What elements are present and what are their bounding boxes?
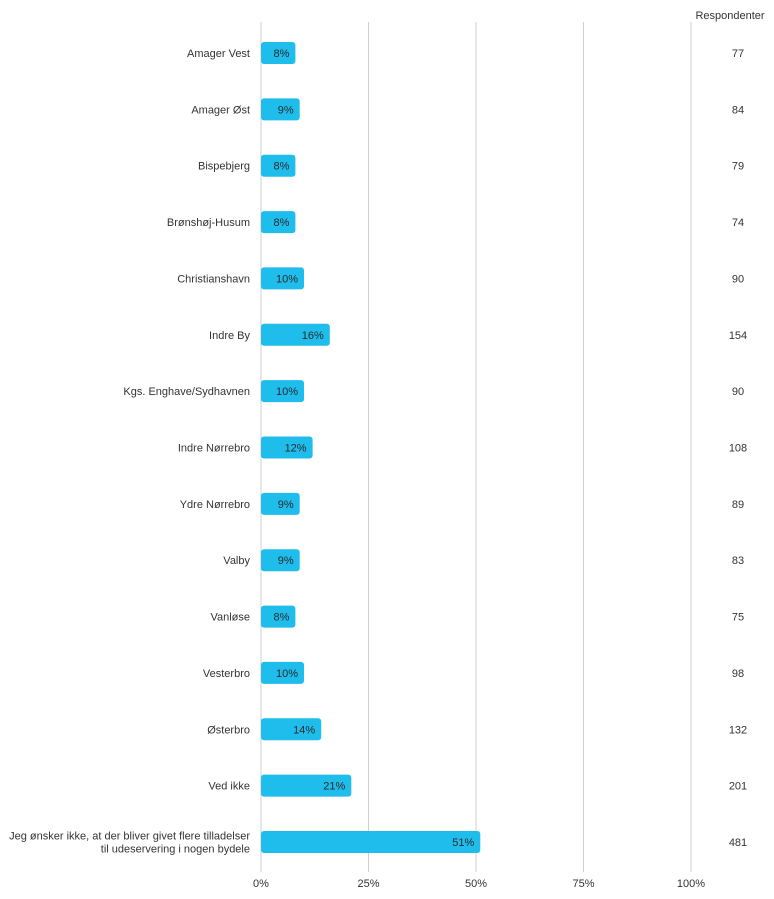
respondent-count: 75 bbox=[732, 612, 744, 624]
bar-value-label: 8% bbox=[273, 161, 289, 173]
bar-value-label: 51% bbox=[452, 837, 474, 849]
bar bbox=[261, 831, 481, 853]
bar bbox=[261, 98, 300, 121]
category-label: Jeg ønsker ikke, at der bliver givet fle… bbox=[9, 831, 250, 856]
respondent-count: 201 bbox=[729, 781, 747, 793]
category-label-line: Jeg ønsker ikke, at der bliver givet fle… bbox=[9, 831, 250, 843]
respondent-count: 98 bbox=[732, 668, 744, 680]
respondent-count: 89 bbox=[732, 499, 744, 511]
bar bbox=[261, 323, 330, 346]
bar-value-label: 9% bbox=[278, 104, 294, 116]
category-label: Ydre Nørrebro bbox=[180, 499, 250, 511]
category-label: Indre Nørrebro bbox=[178, 443, 250, 455]
respondent-count: 154 bbox=[729, 330, 747, 342]
bar-value-label: 8% bbox=[273, 612, 289, 624]
category-label: Brønshøj-Husum bbox=[167, 217, 250, 229]
x-tick-label: 50% bbox=[465, 878, 487, 890]
bar bbox=[261, 661, 304, 684]
category-label: Østerbro bbox=[207, 724, 250, 736]
category-label: Valby bbox=[223, 555, 250, 567]
category-label: Ved ikke bbox=[208, 781, 250, 793]
bar-value-label: 8% bbox=[273, 48, 289, 60]
respondent-count: 90 bbox=[732, 386, 744, 398]
bar-value-label: 21% bbox=[323, 781, 345, 793]
category-label-line: til udeservering i nogen bydele bbox=[101, 844, 250, 856]
category-label: Bispebjerg bbox=[198, 161, 250, 173]
respondents-column-header: Respondenter bbox=[695, 10, 765, 22]
category-label: Christianshavn bbox=[177, 273, 250, 285]
x-tick-label: 25% bbox=[357, 878, 379, 890]
respondent-count: 132 bbox=[729, 724, 747, 736]
bar bbox=[261, 605, 296, 628]
respondent-count: 90 bbox=[732, 273, 744, 285]
respondent-count: 481 bbox=[729, 837, 747, 849]
bar-value-label: 12% bbox=[285, 443, 307, 455]
respondent-count: 84 bbox=[732, 104, 744, 116]
bar bbox=[261, 774, 352, 797]
bar bbox=[261, 549, 300, 572]
bar-value-label: 10% bbox=[276, 386, 298, 398]
x-tick-label: 100% bbox=[677, 878, 705, 890]
bar bbox=[261, 154, 296, 177]
bar-value-label: 10% bbox=[276, 668, 298, 680]
bar-value-label: 8% bbox=[273, 217, 289, 229]
respondent-count: 79 bbox=[732, 161, 744, 173]
category-label: Kgs. Enghave/Sydhavnen bbox=[123, 386, 250, 398]
respondent-count: 77 bbox=[732, 48, 744, 60]
bar bbox=[261, 380, 304, 403]
bar-value-label: 9% bbox=[278, 555, 294, 567]
respondent-count: 108 bbox=[729, 443, 747, 455]
category-label: Amager Øst bbox=[191, 104, 250, 116]
respondent-count: 83 bbox=[732, 555, 744, 567]
bar bbox=[261, 267, 304, 290]
bar bbox=[261, 42, 296, 64]
bar-value-label: 10% bbox=[276, 273, 298, 285]
bar bbox=[261, 211, 296, 234]
respondent-count: 74 bbox=[732, 217, 744, 229]
x-tick-label: 75% bbox=[572, 878, 594, 890]
bar-value-label: 9% bbox=[278, 499, 294, 511]
category-label: Vanløse bbox=[210, 612, 250, 624]
x-tick-label: 0% bbox=[253, 878, 269, 890]
bar-value-label: 14% bbox=[293, 724, 315, 736]
bar bbox=[261, 718, 322, 741]
category-label: Indre By bbox=[209, 330, 250, 342]
category-label: Vesterbro bbox=[203, 668, 250, 680]
category-label: Amager Vest bbox=[187, 48, 250, 60]
bar-value-label: 16% bbox=[302, 330, 324, 342]
bar bbox=[261, 436, 313, 459]
bar bbox=[261, 492, 300, 515]
